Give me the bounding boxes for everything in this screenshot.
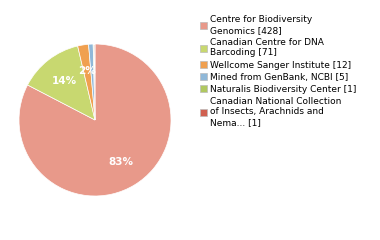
Wedge shape — [94, 44, 95, 120]
Text: 14%: 14% — [52, 76, 77, 86]
Wedge shape — [89, 44, 95, 120]
Wedge shape — [93, 44, 95, 120]
Wedge shape — [78, 44, 95, 120]
Wedge shape — [19, 44, 171, 196]
Text: 2%: 2% — [78, 66, 96, 76]
Legend: Centre for Biodiversity
Genomics [428], Canadian Centre for DNA
Barcoding [71], : Centre for Biodiversity Genomics [428], … — [200, 16, 357, 127]
Wedge shape — [28, 46, 95, 120]
Text: 83%: 83% — [108, 157, 133, 167]
